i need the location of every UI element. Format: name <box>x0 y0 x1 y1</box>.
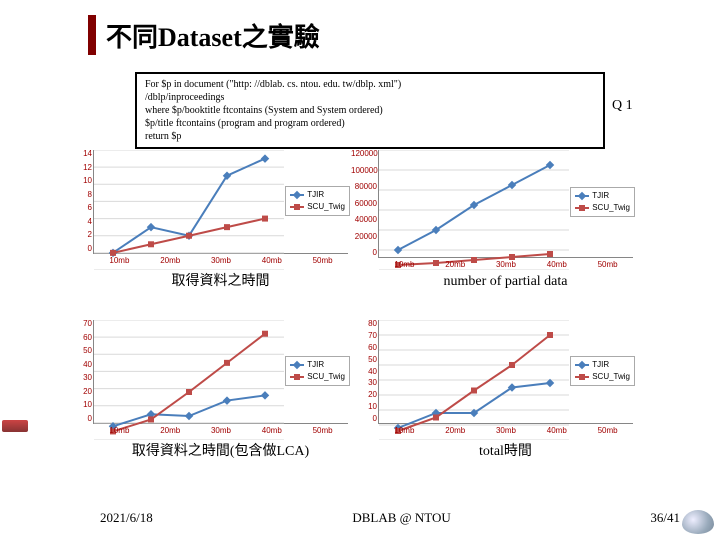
chart-caption: 取得資料之時間(包含做LCA) <box>132 440 309 460</box>
chart-cell: 12000010000080000600004000020000010mb20m… <box>373 150 638 290</box>
chart-legend: TJIRSCU_Twig <box>285 186 350 216</box>
chart-total-time: 8070605040302010010mb20mb30mb40mb50mbTJI… <box>378 320 633 424</box>
footer-date: 2021/6/18 <box>100 510 153 526</box>
query-line: where $p/booktitle ftcontains (System an… <box>145 104 595 117</box>
slide-title: 不同Dataset之實驗 <box>106 17 320 54</box>
query-line: For $p in document ("http: //dblab. cs. … <box>145 78 595 91</box>
query-id-label: Q 1 <box>612 98 633 114</box>
chart-cell: 70605040302010010mb20mb30mb40mb50mbTJIRS… <box>88 320 353 460</box>
chart-legend: TJIRSCU_Twig <box>285 356 350 386</box>
chart-partial-data: 12000010000080000600004000020000010mb20m… <box>378 150 633 258</box>
query-line: /dblp/inproceedings <box>145 91 595 104</box>
decor-box-icon <box>2 420 28 432</box>
chart-legend: TJIRSCU_Twig <box>570 356 635 386</box>
slide-footer: 2021/6/18 DBLAB @ NTOU 36/41 <box>100 510 680 526</box>
chart-legend: TJIRSCU_Twig <box>570 187 635 217</box>
query-box: For $p in document ("http: //dblab. cs. … <box>135 72 605 149</box>
query-line: return $p <box>145 130 595 143</box>
footer-page: 36/41 <box>650 510 680 526</box>
chart-fetch-time: 1412108642010mb20mb30mb40mb50mbTJIRSCU_T… <box>93 150 348 254</box>
chart-caption: 取得資料之時間 <box>172 270 270 290</box>
chart-cell: 1412108642010mb20mb30mb40mb50mbTJIRSCU_T… <box>88 150 353 290</box>
footer-center: DBLAB @ NTOU <box>352 510 450 526</box>
chart-fetch-lca-time: 70605040302010010mb20mb30mb40mb50mbTJIRS… <box>93 320 348 424</box>
charts-grid: 1412108642010mb20mb30mb40mb50mbTJIRSCU_T… <box>88 150 638 460</box>
template-decor-left <box>2 420 52 520</box>
chart-caption: number of partial data <box>443 274 567 290</box>
slide-title-area: 不同Dataset之實驗 <box>88 15 320 55</box>
chart-caption: total時間 <box>479 440 532 460</box>
query-line: $p/title ftcontains (program and program… <box>145 117 595 130</box>
title-accent-bar <box>88 15 96 55</box>
chart-cell: 8070605040302010010mb20mb30mb40mb50mbTJI… <box>373 320 638 460</box>
template-decor-right-icon <box>682 510 714 534</box>
